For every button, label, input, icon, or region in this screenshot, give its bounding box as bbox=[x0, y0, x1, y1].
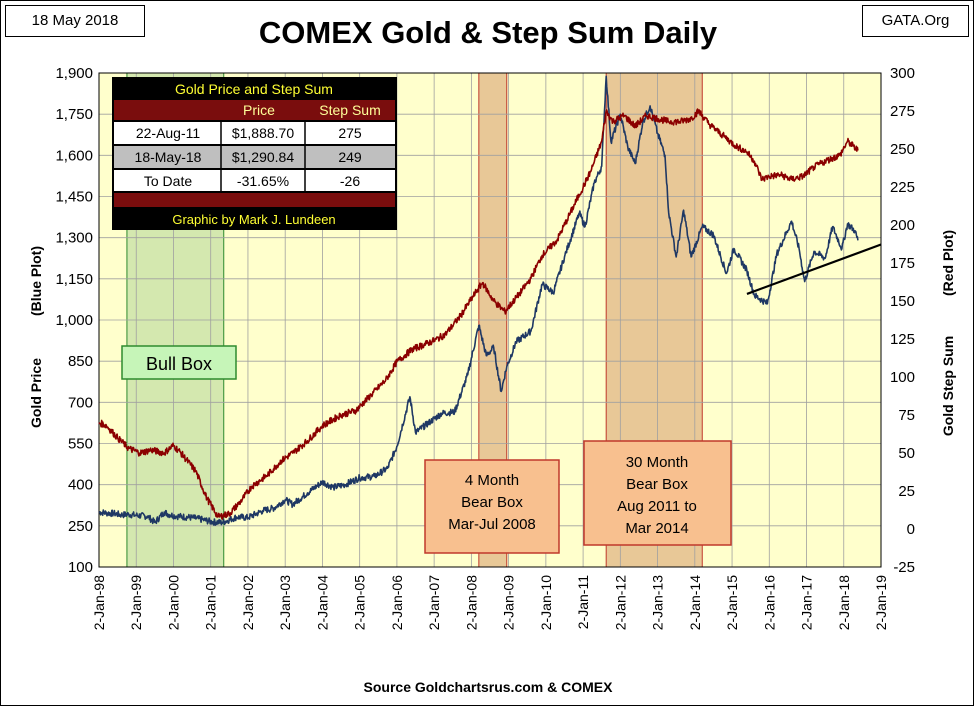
left-tick-label: 1,600 bbox=[55, 147, 93, 164]
table-spacer-row bbox=[114, 193, 395, 207]
table-row-3 bbox=[114, 170, 395, 191]
x-tick-label: 2-Jan-11 bbox=[575, 575, 591, 629]
svg-text:Bear Box: Bear Box bbox=[626, 476, 688, 493]
x-tick-label: 2-Jan-98 bbox=[91, 575, 107, 630]
right-axis-ticks: -25 0 25 50 75 100 125 150 175 200 225 250 275 300 bbox=[890, 65, 915, 576]
left-tick-label: 1,900 bbox=[55, 65, 93, 82]
left-tick-label: 550 bbox=[68, 436, 93, 453]
x-tick-label: 2-Jan-18 bbox=[836, 575, 852, 630]
price-stepsum-table: Gold Price and Step Sum Price Step Sum 2… bbox=[112, 77, 397, 230]
x-tick-label: 2-Jan-01 bbox=[203, 575, 219, 630]
left-tick-label: 1,750 bbox=[55, 106, 93, 123]
right-tick-label: 275 bbox=[890, 103, 915, 120]
table-row-2-date: 18-May-18 bbox=[135, 149, 202, 165]
table-row-1-stepsum: 275 bbox=[338, 125, 362, 141]
bull-box-label: Bull Box bbox=[121, 345, 237, 380]
right-tick-label: 300 bbox=[890, 65, 915, 82]
table-row-3-date: To Date bbox=[144, 173, 192, 189]
table-row-1-price: $1,888.70 bbox=[232, 125, 294, 141]
svg-text:Mar-Jul 2008: Mar-Jul 2008 bbox=[448, 516, 536, 533]
step-sum-line bbox=[98, 108, 859, 520]
right-tick-label: 200 bbox=[890, 217, 915, 234]
svg-text:Bear Box: Bear Box bbox=[461, 494, 523, 511]
table-header-row bbox=[114, 100, 395, 120]
right-tick-label: -25 bbox=[893, 559, 915, 576]
x-tick-label: 2-Jan-13 bbox=[650, 575, 666, 630]
table-row-2 bbox=[114, 146, 395, 168]
table-row-2-price: $1,290.84 bbox=[232, 149, 294, 165]
right-tick-label: 50 bbox=[898, 445, 915, 462]
right-tick-label: 100 bbox=[890, 369, 915, 386]
left-tick-label: 100 bbox=[68, 559, 93, 576]
x-tick-label: 2-Jan-04 bbox=[314, 575, 330, 630]
x-tick-label: 2-Jan-03 bbox=[277, 575, 293, 630]
x-tick-label: 2-Jan-99 bbox=[128, 575, 144, 630]
svg-text:30 Month: 30 Month bbox=[626, 454, 689, 471]
x-tick-label: 2-Jan-10 bbox=[538, 575, 554, 630]
left-axis-label-plot: (Blue Plot) bbox=[28, 246, 44, 316]
left-tick-label: 400 bbox=[68, 477, 93, 494]
svg-text:Mar 2014: Mar 2014 bbox=[625, 520, 688, 537]
plot-border bbox=[98, 72, 882, 568]
x-tick-label: 2-Jan-12 bbox=[612, 575, 628, 630]
left-axis-label-price: Gold Price bbox=[28, 358, 44, 428]
x-tick-label: 2-Jan-02 bbox=[240, 575, 256, 630]
right-axis-label-plot: (Red Plot) bbox=[940, 230, 956, 296]
table-credit: Graphic by Mark J. Lundeen bbox=[172, 212, 335, 227]
x-tick-label: 2-Jan-16 bbox=[761, 575, 777, 630]
source-tag: GATA.Org bbox=[862, 5, 969, 37]
chart-title: COMEX Gold & Step Sum Daily bbox=[258, 15, 718, 50]
bear-box-2011-label: 30 Month Bear Box Aug 2011 to Mar 2014 bbox=[583, 440, 732, 546]
right-tick-label: 175 bbox=[890, 255, 915, 272]
right-tick-label: 250 bbox=[890, 141, 915, 158]
x-tick-label: 2-Jan-06 bbox=[389, 575, 405, 630]
support-trend-line bbox=[746, 243, 882, 295]
table-row-3-price: -31.65% bbox=[237, 173, 289, 189]
left-tick-label: 1,450 bbox=[55, 189, 93, 206]
left-tick-label: 1,300 bbox=[55, 230, 93, 247]
right-tick-label: 0 bbox=[907, 521, 915, 538]
x-tick-label: 2-Jan-08 bbox=[463, 575, 479, 630]
right-tick-label: 150 bbox=[890, 293, 915, 310]
right-tick-label: 125 bbox=[890, 331, 915, 348]
series-layer bbox=[98, 75, 882, 526]
svg-text:4 Month: 4 Month bbox=[465, 472, 519, 489]
x-tick-label: 2-Jan-09 bbox=[501, 575, 517, 630]
x-axis-ticks: 2-Jan-98 2-Jan-99 2-Jan-00 2-Jan-01 2-Jan-02… bbox=[91, 575, 889, 630]
left-tick-label: 700 bbox=[68, 394, 93, 411]
svg-text:Bull Box: Bull Box bbox=[146, 354, 212, 374]
left-axis-ticks: 100 250 400 550 700 850 1,000 1,150 1,300 1,450 1,… bbox=[55, 65, 93, 576]
x-tick-label: 2-Jan-19 bbox=[873, 575, 889, 630]
left-tick-label: 250 bbox=[68, 518, 93, 535]
table-col-stepsum: Step Sum bbox=[319, 102, 380, 118]
x-tick-label: 2-Jan-00 bbox=[165, 575, 181, 630]
x-tick-label: 2-Jan-14 bbox=[687, 575, 703, 630]
table-col-price: Price bbox=[243, 102, 275, 118]
left-tick-label: 1,000 bbox=[55, 312, 93, 329]
gold-price-line bbox=[98, 75, 859, 526]
x-tick-label: 2-Jan-17 bbox=[799, 575, 815, 630]
right-tick-label: 225 bbox=[890, 179, 915, 196]
table-row-1-date: 22-Aug-11 bbox=[136, 125, 201, 141]
right-tick-label: 75 bbox=[898, 407, 915, 424]
table-row-1 bbox=[114, 122, 395, 144]
table-row-2-stepsum: 249 bbox=[338, 149, 362, 165]
svg-text:Aug 2011 to: Aug 2011 to bbox=[617, 498, 697, 515]
x-tick-label: 2-Jan-15 bbox=[724, 575, 740, 630]
table-row-3-stepsum: -26 bbox=[340, 173, 360, 189]
table-title: Gold Price and Step Sum bbox=[175, 81, 333, 97]
x-tick-label: 2-Jan-07 bbox=[426, 575, 442, 630]
chart-footer: Source Goldchartsrus.com & COMEX bbox=[363, 679, 613, 695]
date-label: 18 May 2018 bbox=[5, 5, 145, 37]
bear-box-2008-label: 4 Month Bear Box Mar-Jul 2008 bbox=[424, 459, 560, 554]
right-axis-label-stepsum: Gold Step Sum bbox=[940, 336, 956, 436]
left-tick-label: 850 bbox=[68, 353, 93, 370]
right-tick-label: 25 bbox=[898, 483, 915, 500]
x-tick-label: 2-Jan-05 bbox=[352, 575, 368, 630]
left-tick-label: 1,150 bbox=[55, 271, 93, 288]
